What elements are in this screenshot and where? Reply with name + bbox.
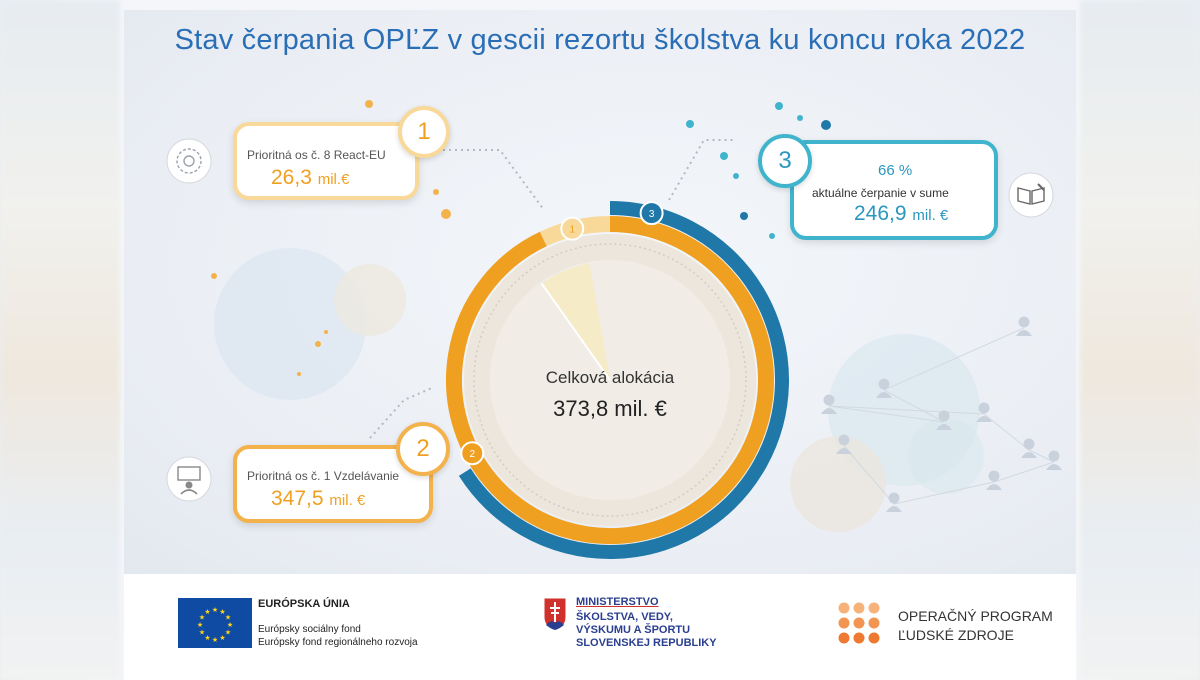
ring-marker-label-1: 1 xyxy=(569,225,575,236)
op-dots-logo-icon xyxy=(836,600,882,646)
ministry-line3: VÝSKUMU A ŠPORTU xyxy=(576,624,691,636)
ring-marker-2 xyxy=(460,441,485,466)
svg-text:★: ★ xyxy=(204,634,210,642)
svg-text:★: ★ xyxy=(225,614,231,622)
total-allocation-value: 373,8 mil. € xyxy=(553,396,667,421)
ministry-line4: SLOVENSKEJ REPUBLIKY xyxy=(576,637,717,649)
teacher-board-icon xyxy=(166,456,212,502)
eu-line1: Európsky sociálny fond xyxy=(258,624,361,635)
svg-text:★: ★ xyxy=(204,608,210,616)
decor-circle-network-2 xyxy=(790,436,886,532)
svg-text:★: ★ xyxy=(199,629,205,637)
callout-2-value: 347,5 mil. € xyxy=(271,487,365,511)
callout-react-eu: Prioritná os č. 8 React-EU 26,3 mil.€ xyxy=(233,122,419,200)
svg-text:★: ★ xyxy=(227,621,233,629)
eu-title: EURÓPSKA ÚNIA xyxy=(258,598,350,610)
decor-circle-network-3 xyxy=(908,418,984,494)
eu-flag-icon: ★ ★ ★ ★ ★ ★ ★ ★ ★ ★ ★ ★ xyxy=(178,598,252,648)
total-allocation-label: Celková alokácia xyxy=(545,368,675,387)
callout-1-unit: mil.€ xyxy=(317,171,350,188)
callout-3-percent: 66 % xyxy=(878,162,913,179)
callout-2-amount: 347,5 xyxy=(271,487,324,510)
decor-dots xyxy=(211,100,831,376)
callout-1-amount: 26,3 xyxy=(271,166,312,189)
op-line1: OPERAČNÝ PROGRAM xyxy=(898,608,1053,624)
ministry-line2: ŠKOLSTVA, VEDY, xyxy=(576,611,673,623)
ring-marker-label-2: 2 xyxy=(469,449,475,460)
callout-1-value: 26,3 mil.€ xyxy=(271,166,349,190)
footer xyxy=(124,574,1076,680)
connector-1 xyxy=(419,149,545,211)
right-background-blur xyxy=(1080,0,1200,680)
page-title: Stav čerpania OPĽZ v gescii rezortu škol… xyxy=(174,24,1026,56)
gear-network-icon xyxy=(166,138,212,184)
ring-marker-3 xyxy=(639,201,664,226)
connector-3 xyxy=(668,139,734,201)
callout-1-number-badge: 1 xyxy=(398,106,450,158)
segment-1-wedge xyxy=(541,263,610,380)
callout-cerpanie: 66 % aktuálne čerpanie v sume 246,9 mil.… xyxy=(790,140,998,240)
svg-text:★: ★ xyxy=(197,621,203,629)
callout-2-label: Prioritná os č. 1 Vzdelávanie xyxy=(247,469,400,483)
decor-circle-beige xyxy=(334,264,406,336)
donut-chart: 1 2 3 xyxy=(211,100,1062,559)
drawdown-arc xyxy=(458,201,789,559)
callout-3-label: aktuálne čerpanie v sume xyxy=(812,186,949,200)
callout-2-number-badge: 2 xyxy=(396,422,450,476)
callout-2-unit: mil. € xyxy=(329,492,366,509)
callout-3-value: 246,9 mil. € xyxy=(854,202,948,226)
callout-3-number: 3 xyxy=(778,147,792,174)
callout-1-label: Prioritná os č. 8 React-EU xyxy=(247,148,386,162)
book-pencil-icon xyxy=(1008,172,1054,218)
wedge-edge xyxy=(540,283,611,381)
svg-text:★: ★ xyxy=(212,606,218,614)
decor-circle-blue xyxy=(214,248,366,400)
ring-marker-label-3: 3 xyxy=(649,209,655,220)
svg-text:★: ★ xyxy=(199,614,205,622)
inner-dotted-ring xyxy=(473,243,747,517)
callout-3-number-badge: 3 xyxy=(758,134,812,188)
segment-arc-2 xyxy=(446,216,774,544)
svg-text:★: ★ xyxy=(219,608,225,616)
ministry-line1: MINISTERSTVO xyxy=(576,596,659,608)
svg-text:★: ★ xyxy=(225,629,231,637)
callout-3-unit: mil. € xyxy=(912,207,949,224)
svg-text:★: ★ xyxy=(219,634,225,642)
callout-2-number: 2 xyxy=(416,435,430,462)
op-line2: ĽUDSKÉ ZDROJE xyxy=(898,627,1014,643)
people-network-decoration xyxy=(821,316,1062,512)
eu-line2: Európsky fond regionálneho rozvoja xyxy=(258,637,418,648)
callout-3-amount: 246,9 xyxy=(854,202,907,225)
left-background-blur xyxy=(0,0,120,680)
ring-marker-1 xyxy=(560,216,585,241)
callout-1-number: 1 xyxy=(417,118,431,145)
slovak-crest-icon xyxy=(543,597,567,631)
svg-text:★: ★ xyxy=(212,636,218,644)
